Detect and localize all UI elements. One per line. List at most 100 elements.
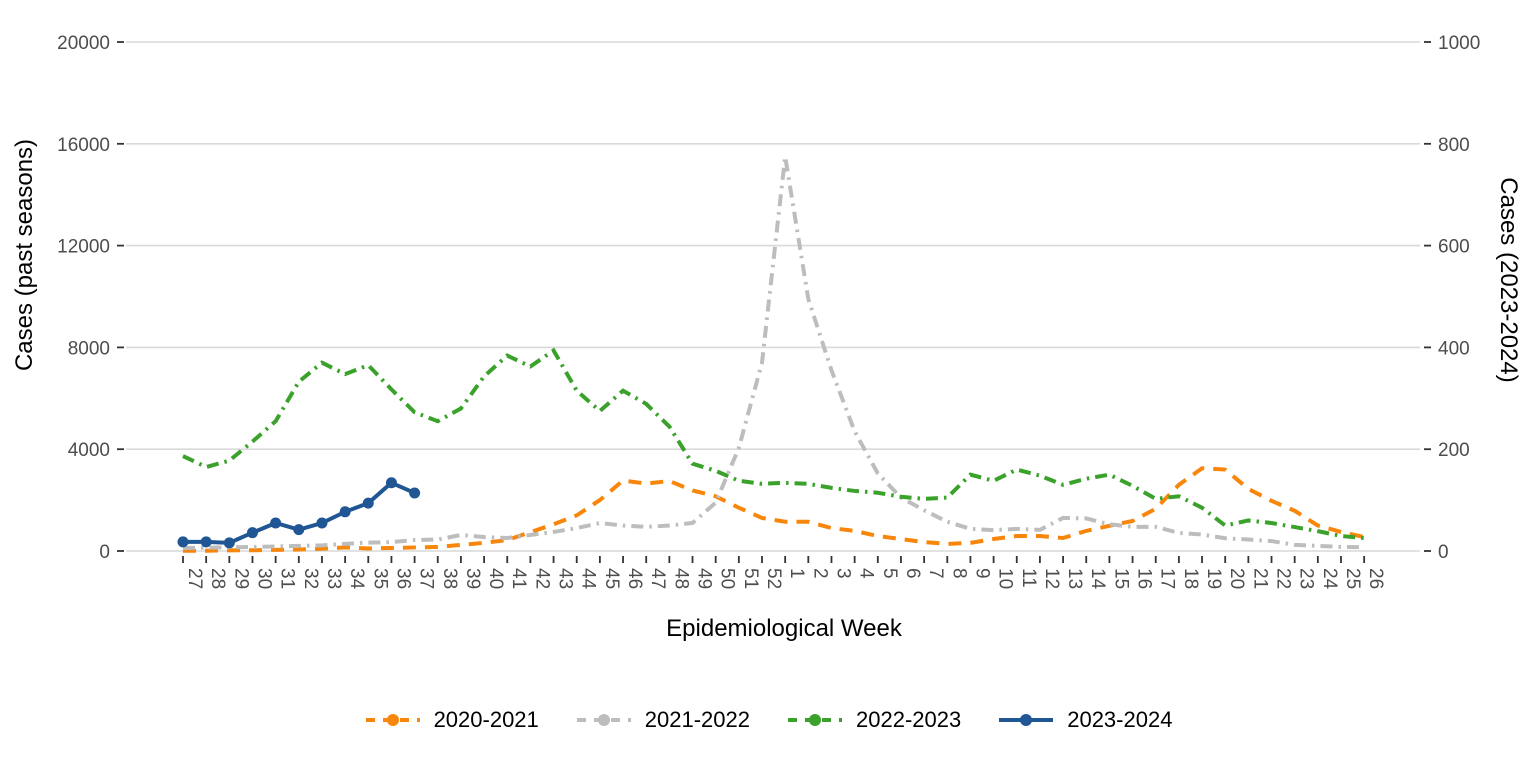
legend-key-point	[597, 714, 610, 726]
x-tick-label: 19	[1203, 568, 1224, 589]
y-tick-label-right: 1000	[1438, 33, 1480, 54]
y-axis-title-left: Cases (past seasons)	[11, 139, 38, 371]
legend-key-point	[809, 714, 821, 726]
y-tick-label-right: 0	[1438, 542, 1449, 563]
legend-label: 2022-2023	[856, 707, 962, 732]
x-tick-label: 14	[1087, 568, 1108, 590]
y-tick-label-left: 16000	[57, 135, 110, 156]
y-tick-label-left: 4000	[68, 440, 110, 461]
x-tick-label: 47	[647, 568, 668, 589]
x-tick-label: 49	[694, 568, 715, 589]
series-point-2023-2024	[362, 497, 374, 509]
x-tick-label: 23	[1296, 568, 1317, 589]
y-axis-title-right: Cases (2023-2024)	[1495, 177, 1522, 382]
x-tick-label: 28	[207, 568, 228, 589]
x-tick-label: 32	[300, 568, 321, 589]
series-point-2023-2024	[223, 537, 235, 549]
legend-key-point	[386, 714, 399, 726]
series-lines	[177, 156, 1365, 553]
x-tick-label: 44	[578, 568, 599, 590]
y-tick-label-left: 20000	[57, 33, 110, 54]
legend-key-2020-2021	[365, 714, 420, 726]
y-tick-label-left: 12000	[57, 237, 110, 258]
legend-item-2021-2022: 2021-2022	[575, 707, 750, 733]
y-tick-label-right: 800	[1438, 135, 1470, 156]
x-tick-label: 48	[670, 568, 691, 589]
x-tick-label: 41	[508, 568, 529, 589]
legend-key-point	[1020, 714, 1033, 726]
y-tick-label-right: 200	[1438, 440, 1470, 461]
x-tick-label: 35	[369, 568, 390, 589]
x-tick-label: 40	[485, 568, 506, 589]
x-tick-label: 38	[439, 568, 460, 589]
x-tick-label: 16	[1134, 568, 1155, 589]
series-point-2023-2024	[409, 487, 421, 499]
x-tick-label: 5	[879, 568, 900, 579]
x-axis-title: Epidemiological Week	[666, 615, 903, 642]
series-line-2020-2021	[183, 466, 1365, 553]
x-tick-label: 27	[184, 568, 205, 589]
series-point-2023-2024	[270, 517, 282, 529]
x-tick-label: 15	[1110, 568, 1131, 589]
axis-tick-labels: 0 0 4000 200 8000 400 12000 600 16000 800 20000 100…	[57, 33, 1480, 590]
x-tick-label: 21	[1249, 568, 1270, 589]
x-tick-label: 6	[902, 568, 923, 579]
legend-label: 2021-2022	[644, 707, 750, 732]
x-tick-label: 18	[1180, 568, 1201, 589]
axis-ticks	[117, 41, 1431, 563]
x-tick-label: 11	[1018, 568, 1039, 588]
x-tick-label: 34	[346, 568, 367, 590]
legend-key-2022-2023	[788, 714, 842, 726]
x-tick-label: 3	[832, 568, 853, 579]
x-tick-label: 1	[786, 568, 807, 579]
legend-label: 2023-2024	[1067, 707, 1173, 732]
x-tick-label: 42	[531, 568, 552, 589]
gridlines	[126, 41, 1420, 552]
x-tick-label: 22	[1273, 568, 1294, 589]
x-tick-label: 12	[1041, 568, 1062, 589]
series-point-2023-2024	[339, 506, 351, 518]
x-tick-label: 37	[416, 568, 437, 589]
series-point-2023-2024	[177, 536, 189, 548]
x-tick-label: 8	[948, 568, 969, 579]
x-tick-label: 30	[253, 568, 274, 589]
x-tick-label: 2	[809, 568, 830, 579]
series-line-2022-2023	[182, 347, 1365, 541]
x-tick-label: 26	[1365, 568, 1386, 589]
legend-item-2022-2023: 2022-2023	[786, 707, 961, 733]
x-tick-label: 17	[1157, 568, 1178, 589]
chart-svg: 0 0 4000 200 8000 400 12000 600 16000 800 20000 100…	[11, 33, 1522, 642]
x-tick-label: 51	[740, 568, 761, 589]
y-tick-label-left: 8000	[68, 338, 110, 359]
x-tick-label: 33	[323, 568, 344, 589]
series-point-2023-2024	[293, 524, 305, 536]
legend-item-2020-2021: 2020-2021	[364, 707, 539, 733]
series-point-2023-2024	[316, 517, 328, 529]
y-tick-label-left: 0	[99, 542, 110, 563]
x-tick-label: 25	[1342, 568, 1363, 589]
x-tick-label: 45	[601, 568, 622, 589]
legend: 2020-2021 2021-2022 2022-2023 2023-2024	[0, 698, 1536, 742]
x-tick-label: 36	[392, 568, 413, 589]
x-tick-label: 39	[462, 568, 483, 589]
x-tick-label: 13	[1064, 568, 1085, 589]
series-point-2023-2024	[246, 527, 258, 539]
x-tick-label: 46	[624, 568, 645, 589]
x-tick-label: 20	[1226, 568, 1247, 589]
x-tick-label: 31	[277, 568, 298, 589]
x-tick-label: 24	[1319, 568, 1340, 590]
legend-item-2023-2024: 2023-2024	[997, 707, 1172, 733]
x-tick-label: 29	[230, 568, 251, 589]
x-tick-label: 10	[995, 568, 1016, 589]
legend-key-2023-2024	[999, 714, 1054, 726]
y-tick-label-right: 600	[1438, 237, 1470, 258]
legend-key-2021-2022	[576, 714, 631, 726]
x-tick-label: 9	[971, 568, 992, 579]
series-point-2023-2024	[200, 536, 212, 548]
x-tick-label: 7	[925, 568, 946, 579]
x-tick-label: 43	[555, 568, 576, 589]
x-tick-label: 50	[717, 568, 738, 589]
y-tick-label-right: 400	[1438, 338, 1470, 359]
x-tick-label: 52	[763, 568, 784, 589]
